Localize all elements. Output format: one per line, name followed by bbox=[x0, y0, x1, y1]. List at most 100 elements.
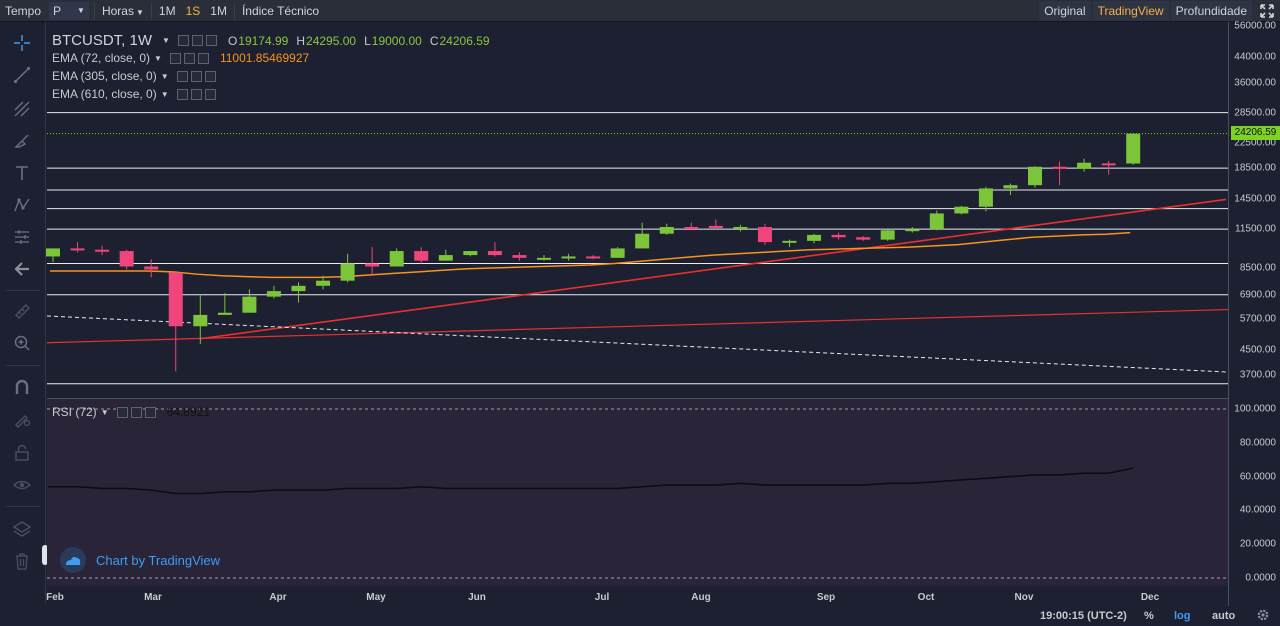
technical-indicators-button[interactable]: Índice Técnico bbox=[241, 3, 320, 18]
caret-down-icon[interactable]: ▼ bbox=[160, 89, 169, 99]
close-value: 24206.59 bbox=[439, 33, 490, 48]
tradingview-watermark[interactable]: Chart by TradingView bbox=[60, 547, 220, 573]
price-axis[interactable]: 56000.00 44000.00 36000.00 28500.00 22500.00… bbox=[1228, 20, 1280, 606]
timeframe-1m[interactable]: 1M bbox=[210, 3, 227, 18]
view-depth[interactable]: Profundidade bbox=[1170, 1, 1252, 21]
dashed-trend-line bbox=[46, 315, 1229, 373]
candle-body bbox=[168, 272, 183, 327]
candle-body bbox=[561, 256, 576, 259]
time-tick-label: Feb bbox=[46, 592, 64, 603]
settings-icon[interactable] bbox=[176, 70, 188, 82]
pattern-tool-icon[interactable] bbox=[11, 194, 33, 216]
hours-dropdown[interactable]: Horas ▼ bbox=[101, 3, 144, 18]
auto-scale-toggle[interactable]: auto bbox=[1212, 610, 1236, 622]
candle-body bbox=[242, 296, 257, 313]
chart-style-select[interactable]: P ▼ bbox=[49, 1, 89, 20]
back-arrow-icon[interactable] bbox=[11, 258, 33, 280]
settings-icon[interactable] bbox=[177, 35, 189, 46]
close-icon[interactable] bbox=[144, 406, 156, 418]
candle-body bbox=[365, 263, 380, 267]
timeframe-1m-month[interactable]: 1M bbox=[158, 3, 176, 18]
close-icon[interactable] bbox=[197, 52, 209, 64]
fib-tool-icon[interactable] bbox=[11, 98, 33, 120]
toolbar-collapse-handle[interactable] bbox=[42, 545, 48, 565]
close-icon[interactable] bbox=[204, 88, 216, 100]
time-tick-label: Sep bbox=[816, 592, 836, 603]
time-tick-label: Jun bbox=[468, 592, 486, 603]
candle-body bbox=[978, 188, 993, 207]
layers-icon[interactable] bbox=[11, 518, 33, 540]
close-icon[interactable] bbox=[204, 70, 216, 82]
gear-icon[interactable] bbox=[1256, 608, 1270, 625]
eye-toggle-icon[interactable] bbox=[130, 406, 142, 418]
rsi-tick-label: 20.0000 bbox=[1239, 538, 1276, 550]
price-tick-label: 44000.00 bbox=[1234, 51, 1276, 63]
draw-lock-icon[interactable] bbox=[11, 408, 33, 430]
zoom-icon[interactable] bbox=[11, 332, 33, 354]
caret-down-icon[interactable]: ▼ bbox=[162, 36, 170, 45]
candle-body bbox=[635, 233, 650, 249]
time-tick-label: Mar bbox=[144, 592, 162, 603]
settings-icon[interactable] bbox=[176, 88, 188, 100]
lock-icon[interactable] bbox=[11, 442, 33, 464]
main-pane-bg bbox=[47, 22, 1228, 398]
view-tradingview[interactable]: TradingView bbox=[1092, 1, 1169, 21]
rsi-tick-label: 80.0000 bbox=[1239, 437, 1276, 449]
candle-body bbox=[217, 312, 232, 315]
candle-body bbox=[438, 255, 453, 261]
main-series-legend: BTCUSDT, 1W ▼ O 19174.99 H 24295.00 L 19000… bbox=[52, 32, 490, 49]
candle-body bbox=[733, 226, 748, 229]
ema305-label[interactable]: EMA (305, close, 0) bbox=[52, 69, 157, 83]
percent-scale-toggle[interactable]: % bbox=[1144, 610, 1154, 622]
time-axis[interactable]: Feb Mar Apr May Jun Jul Aug Sep Oct Nov Dec bbox=[46, 586, 1228, 608]
crosshair-icon[interactable] bbox=[11, 32, 33, 54]
eye-toggle-icon[interactable] bbox=[183, 52, 195, 64]
candle-body bbox=[463, 251, 478, 256]
price-tick-label: 56000.00 bbox=[1234, 20, 1276, 32]
timeframe-1s-week[interactable]: 1S bbox=[185, 3, 201, 18]
divider bbox=[6, 365, 40, 366]
price-tick-label: 18500.00 bbox=[1234, 162, 1276, 174]
price-tick-label: 3700.00 bbox=[1239, 369, 1276, 381]
eye-toggle-icon[interactable] bbox=[190, 88, 202, 100]
settings-icon[interactable] bbox=[169, 52, 181, 64]
eye-toggle-icon[interactable] bbox=[190, 70, 202, 82]
candle-body bbox=[757, 226, 772, 243]
magnet-icon[interactable] bbox=[11, 376, 33, 398]
close-icon[interactable] bbox=[205, 35, 217, 46]
caret-down-icon[interactable]: ▼ bbox=[100, 407, 109, 417]
candle-body bbox=[856, 237, 871, 240]
eye-icon[interactable] bbox=[11, 474, 33, 496]
symbol-title[interactable]: BTCUSDT, 1W bbox=[52, 32, 153, 49]
text-tool-icon[interactable] bbox=[11, 162, 33, 184]
candle-body bbox=[144, 266, 159, 270]
prediction-tool-icon[interactable] bbox=[11, 226, 33, 248]
time-tick-label: Oct bbox=[917, 592, 935, 603]
ema72-label[interactable]: EMA (72, close, 0) bbox=[52, 51, 151, 65]
eye-toggle-icon[interactable] bbox=[191, 35, 203, 46]
price-tick-label: 22500.00 bbox=[1234, 137, 1276, 149]
candle-body bbox=[95, 249, 110, 252]
rsi-tick-label: 100.0000 bbox=[1234, 403, 1276, 415]
trash-icon[interactable] bbox=[11, 550, 33, 572]
price-tick-label: 14500.00 bbox=[1234, 193, 1276, 205]
candle-body bbox=[954, 206, 969, 214]
ruler-icon[interactable] bbox=[11, 300, 33, 322]
time-tick-label: Dec bbox=[1140, 592, 1160, 603]
caret-down-icon[interactable]: ▼ bbox=[154, 53, 162, 63]
time-tick-label: May bbox=[366, 592, 386, 603]
rsi-label[interactable]: RSI (72) bbox=[52, 405, 97, 419]
candle-body bbox=[46, 248, 60, 257]
settings-icon[interactable] bbox=[116, 406, 128, 418]
brush-icon[interactable] bbox=[11, 130, 33, 152]
ema610-label[interactable]: EMA (610, close, 0) bbox=[52, 87, 157, 101]
ema72-line bbox=[50, 231, 1131, 279]
fullscreen-icon[interactable] bbox=[1254, 0, 1280, 22]
trend-line-icon[interactable] bbox=[11, 64, 33, 86]
caret-down-icon[interactable]: ▼ bbox=[160, 71, 169, 81]
candle-body bbox=[316, 280, 331, 286]
log-scale-toggle[interactable]: log bbox=[1174, 610, 1191, 622]
view-original[interactable]: Original bbox=[1039, 1, 1091, 21]
rsi-tick-label: 60.0000 bbox=[1239, 471, 1276, 483]
